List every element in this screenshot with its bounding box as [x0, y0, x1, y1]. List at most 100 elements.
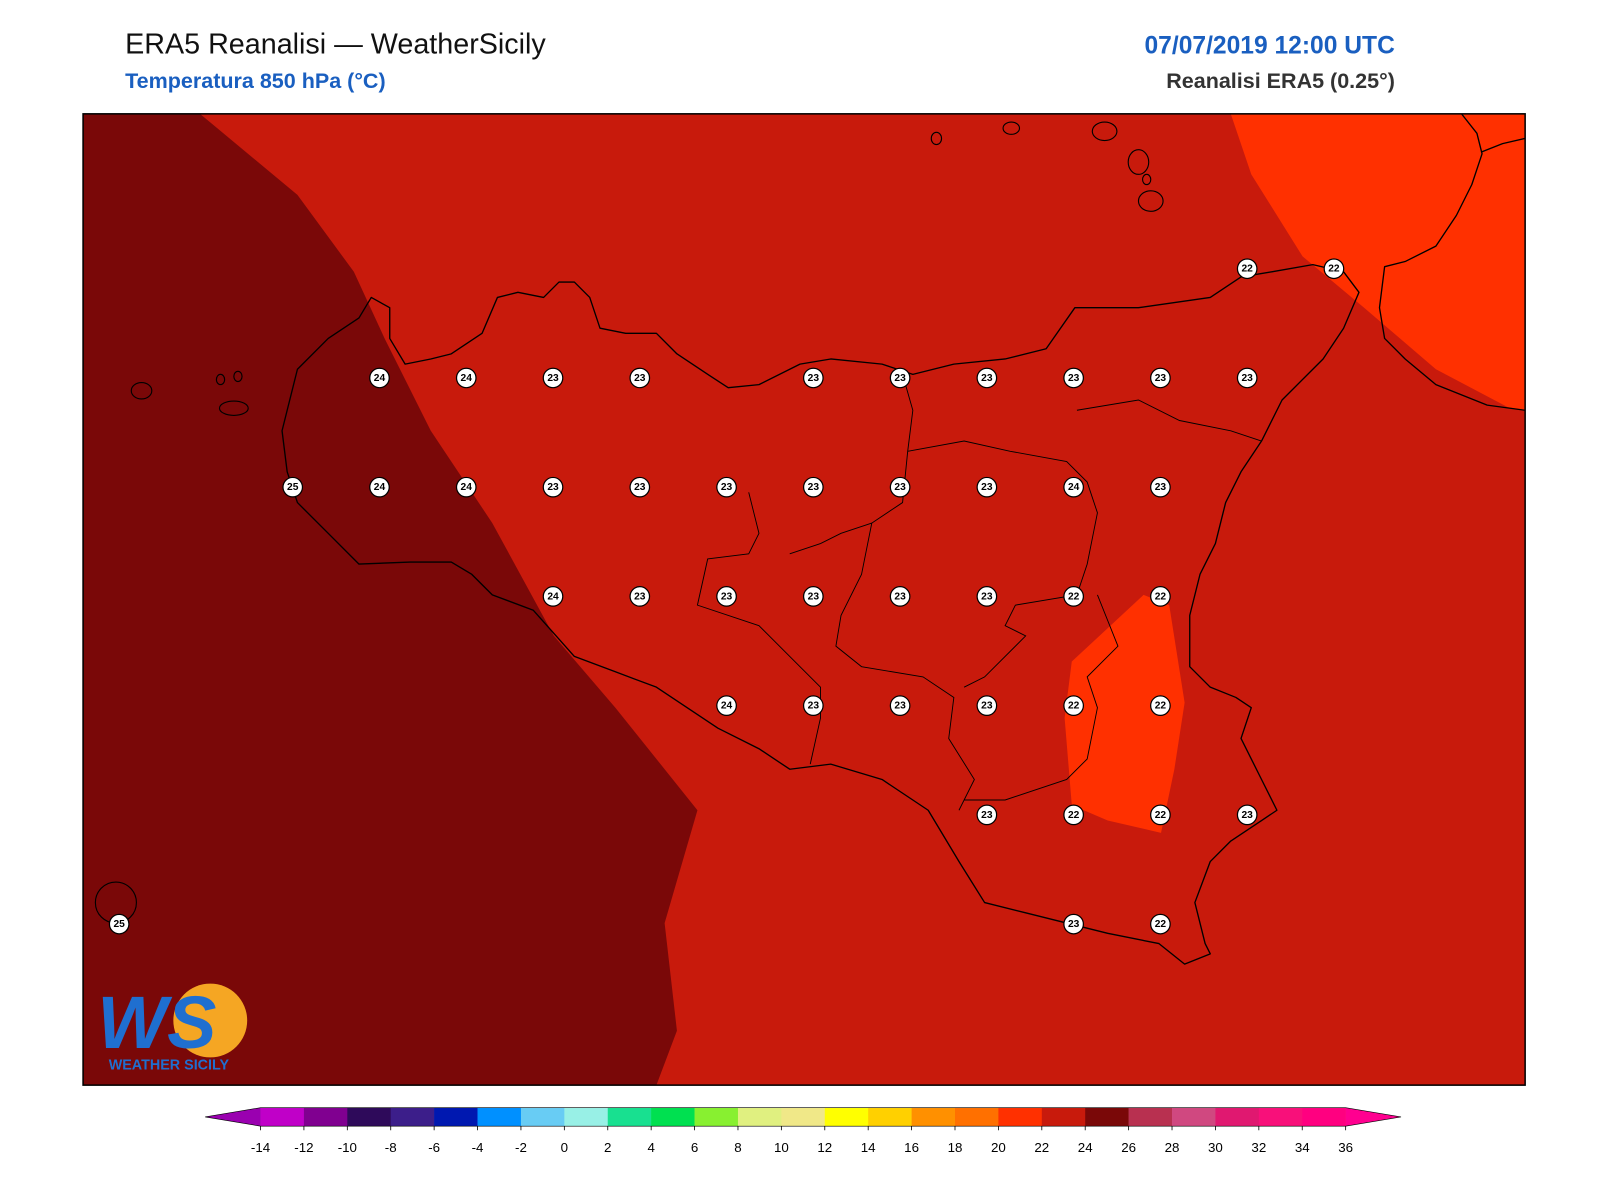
station-value: 22 [1155, 919, 1167, 930]
station-marker [802, 695, 824, 716]
station-value: 23 [721, 482, 733, 493]
logo-sun [173, 983, 248, 1058]
colorbar-segment [868, 1107, 912, 1127]
band-20-22 [1230, 113, 1526, 411]
station-marker [1063, 695, 1085, 716]
band-24-26 [83, 113, 698, 1086]
colorbar-under [205, 1107, 261, 1127]
colorbar-tick-label: 36 [1338, 1140, 1353, 1155]
colorbar-tick-label: 12 [817, 1140, 832, 1155]
station-value: 23 [1068, 919, 1080, 930]
colorbar-tick-label: 32 [1251, 1140, 1266, 1155]
colorbar-tick-label: 14 [861, 1140, 876, 1155]
station-value: 23 [981, 701, 993, 712]
station-marker [1063, 367, 1085, 389]
station-marker [716, 476, 737, 498]
station-marker [802, 586, 824, 607]
colorbar-segment [607, 1107, 652, 1127]
station-value: 23 [1241, 373, 1253, 384]
subtitle: Temperatura 850 hPa (°C) [125, 69, 386, 93]
colorbar-tick-label: -12 [294, 1140, 313, 1155]
logo: WS WEATHER SICILY [97, 981, 248, 1074]
colorbar-segment [390, 1107, 435, 1127]
colorbar-segment [824, 1107, 869, 1127]
colorbar-tick-label: 24 [1078, 1140, 1093, 1155]
station-value: 25 [287, 482, 299, 493]
map-frame [82, 113, 1526, 1086]
colorbar-tick-label: 20 [991, 1140, 1006, 1155]
colorbar-segment [1302, 1107, 1346, 1127]
station-marker [629, 367, 651, 389]
station-value: 22 [1328, 264, 1340, 275]
station-value: 23 [894, 373, 906, 384]
station-value: 24 [374, 373, 386, 384]
colorbar-segment [1041, 1107, 1086, 1127]
colorbar-tick-label: 26 [1121, 1140, 1136, 1155]
colorbar-tick-label: 4 [647, 1140, 655, 1155]
station-value: 22 [1068, 810, 1080, 821]
station-marker [1236, 804, 1258, 826]
station-value: 23 [547, 482, 559, 493]
station-value: 23 [808, 373, 820, 384]
station-value: 22 [1068, 591, 1080, 602]
title: ERA5 Reanalisi — WeatherSicily [125, 28, 546, 60]
colorbar-tick-label: 0 [561, 1140, 568, 1155]
station-value: 23 [894, 591, 906, 602]
station-marker [282, 476, 304, 498]
province-borders [696, 374, 1262, 811]
station-value: 24 [461, 373, 473, 384]
station-labels: 22 22 24 24 23 23 23 23 23 23 23 23 25 24 24 23 23 23 23 23… [108, 258, 1345, 935]
station-marker [802, 476, 824, 498]
colorbar-tick-label: 34 [1295, 1140, 1310, 1155]
colorbar-tick-label: 2 [604, 1140, 611, 1155]
station-marker [1323, 258, 1345, 280]
station-marker [889, 367, 911, 389]
station-value: 23 [808, 591, 820, 602]
station-marker [542, 367, 564, 389]
colorbar-segment [1215, 1107, 1260, 1127]
colorbar-segment [564, 1107, 609, 1127]
colorbar-segment [303, 1107, 348, 1127]
station-value: 23 [808, 482, 820, 493]
station-value: 23 [1241, 810, 1253, 821]
colorbar-segment [1128, 1107, 1173, 1127]
station-marker [455, 476, 477, 498]
station-value: 22 [1155, 810, 1167, 821]
station-value: 23 [981, 482, 993, 493]
colorbar-segment [954, 1107, 999, 1127]
colorbar-segment [781, 1107, 826, 1127]
station-marker [1150, 804, 1171, 826]
colorbar-segment [694, 1107, 739, 1127]
colorbar-tick-label: -6 [428, 1140, 440, 1155]
station-marker [369, 476, 390, 498]
station-marker [716, 695, 737, 716]
colorbar-tick-label: -8 [385, 1140, 397, 1155]
station-value: 23 [894, 701, 906, 712]
station-marker [1150, 913, 1171, 935]
station-marker [369, 367, 390, 389]
station-marker [976, 695, 998, 716]
station-value: 23 [1068, 373, 1080, 384]
colorbar-tick-label: 18 [948, 1140, 963, 1155]
valid-time: 07/07/2019 12:00 UTC [1144, 32, 1395, 59]
sicily-coast [281, 263, 1360, 965]
colorbar-tick-label: 6 [691, 1140, 698, 1155]
colorbar-segment [520, 1107, 565, 1127]
station-value: 22 [1241, 264, 1253, 275]
station-value: 22 [1155, 701, 1167, 712]
colorbar-tick-label: -4 [472, 1140, 484, 1155]
colorbar: -14 -12 -10 -8 -6 -4 -2 0 2 4 6 8 10 12 14 16 18 20 22 24 26… [205, 1107, 1402, 1155]
station-marker [1063, 804, 1085, 826]
station-value: 23 [981, 373, 993, 384]
station-marker [1236, 258, 1258, 280]
station-marker [802, 367, 824, 389]
calabria-coast [1378, 113, 1526, 411]
station-value: 24 [547, 591, 559, 602]
station-marker [976, 804, 998, 826]
station-value: 23 [1155, 482, 1167, 493]
station-marker [889, 476, 911, 498]
station-value: 23 [721, 591, 733, 602]
station-value: 25 [113, 919, 125, 930]
